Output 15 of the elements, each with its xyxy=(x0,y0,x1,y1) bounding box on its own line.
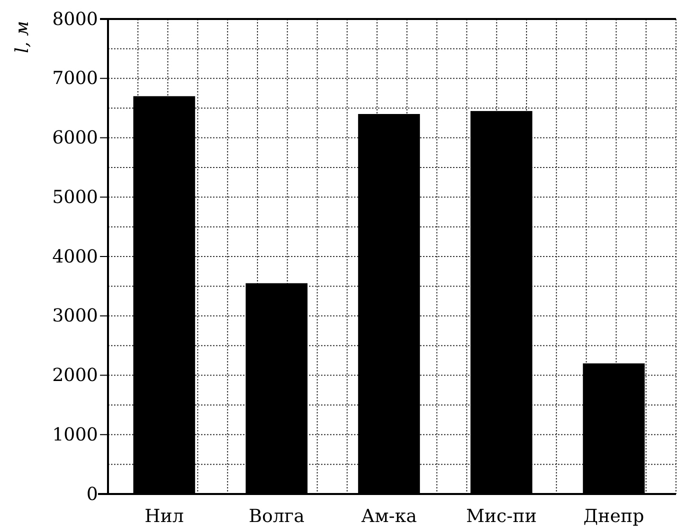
y-tick-label: 3000 xyxy=(52,306,98,327)
x-tick-label: Нил xyxy=(144,506,184,528)
y-axis-title: l, м xyxy=(12,21,33,54)
y-tick-label: 7000 xyxy=(52,68,98,90)
x-tick-label: Днепр xyxy=(583,506,644,528)
x-tick-label: Ам-ка xyxy=(361,506,418,528)
x-tick-label: Мис-пи xyxy=(466,506,537,528)
y-tick-label: 5000 xyxy=(52,186,98,208)
x-tick-label: Волга xyxy=(248,506,305,528)
y-tick-label: 0 xyxy=(86,484,98,505)
y-tick-label: 8000 xyxy=(52,8,98,30)
y-tick-label: 4000 xyxy=(52,246,98,268)
y-tick-label: 2000 xyxy=(52,365,98,386)
y-tick-label: 6000 xyxy=(52,128,98,149)
y-tick-label: 1000 xyxy=(52,424,98,446)
